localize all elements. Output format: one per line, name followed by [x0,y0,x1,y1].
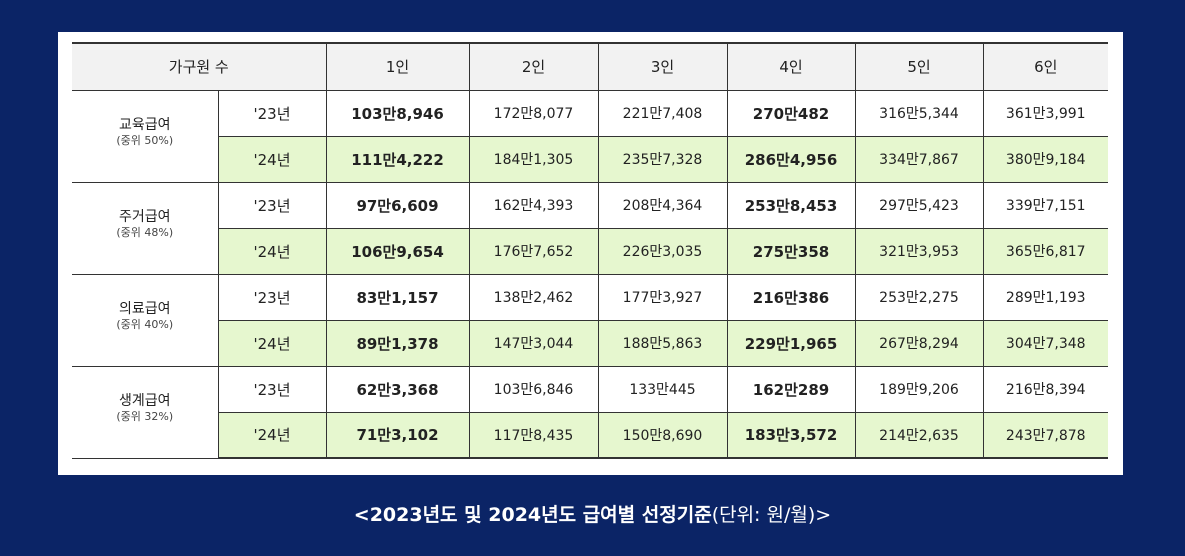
table-row: '24년 106만9,654 176만7,652 226만3,035 275만3… [72,227,1108,275]
year-cell: '23년 [217,273,327,321]
category-median: (중위 48%) [116,226,174,239]
value-cell: 267만8,294 [854,319,984,367]
value-cell: 243만7,878 [982,411,1108,459]
value-cell: 229만1,965 [726,319,856,367]
value-cell: 304만7,348 [982,319,1108,367]
value-cell: 226만3,035 [597,227,728,275]
value-cell: 150만8,690 [597,411,728,459]
value-cell: 138만2,462 [468,273,599,321]
header-6-person: 6인 [982,42,1108,91]
table-caption: <2023년도 및 2024년도 급여별 선정기준(단위: 원/월)> [0,500,1185,527]
value-cell: 188만5,863 [597,319,728,367]
value-cell: 147만3,044 [468,319,599,367]
criteria-table: 가구원 수 1인 2인 3인 4인 5인 6인 교육급여 (중위 50%) '2… [72,42,1108,459]
caption-unit: (단위: 원/월)> [711,504,832,526]
header-2-person: 2인 [468,42,599,91]
category-median: (중위 40%) [116,318,174,331]
value-cell: 221만7,408 [597,89,728,137]
value-cell: 216만8,394 [982,365,1108,413]
value-cell: 214만2,635 [854,411,984,459]
value-cell: 162만4,393 [468,181,599,229]
table-row: '24년 71만3,102 117만8,435 150만8,690 183만3,… [72,411,1108,459]
value-cell: 361만3,991 [982,89,1108,137]
category-name: 주거급여 [118,209,171,225]
value-cell: 172만8,077 [468,89,599,137]
value-cell: 321만3,953 [854,227,984,275]
value-cell: 177만3,927 [597,273,728,321]
category-median: (중위 32%) [116,410,174,423]
value-cell: 253만8,453 [726,181,856,229]
value-cell: 316만5,344 [854,89,984,137]
header-5-person: 5인 [854,42,984,91]
value-cell: 275만358 [726,227,856,275]
table-panel: 가구원 수 1인 2인 3인 4인 5인 6인 교육급여 (중위 50%) '2… [58,32,1123,475]
value-cell: 297만5,423 [854,181,984,229]
value-cell: 286만4,956 [726,135,856,183]
value-cell: 89만1,378 [325,319,470,367]
value-cell: 334만7,867 [854,135,984,183]
value-cell: 103만8,946 [325,89,470,137]
header-1-person: 1인 [325,42,470,91]
value-cell: 216만386 [726,273,856,321]
category-cell: 주거급여 (중위 48%) [72,181,219,275]
value-cell: 270만482 [726,89,856,137]
caption-title: <2023년도 및 2024년도 급여별 선정기준 [353,504,712,526]
year-cell: '23년 [217,89,327,137]
table-row: '24년 111만4,222 184만1,305 235만7,328 286만4… [72,135,1108,183]
year-cell: '23년 [217,365,327,413]
value-cell: 189만9,206 [854,365,984,413]
category-cell: 생계급여 (중위 32%) [72,365,219,459]
year-cell: '24년 [218,411,327,459]
value-cell: 83만1,157 [325,273,470,321]
value-cell: 71만3,102 [325,411,470,459]
value-cell: 289만1,193 [982,273,1108,321]
value-cell: 380만9,184 [982,135,1108,183]
category-name: 의료급여 [118,301,171,317]
value-cell: 176만7,652 [468,227,599,275]
year-cell: '24년 [218,319,327,367]
value-cell: 184만1,305 [468,135,599,183]
value-cell: 339만7,151 [982,181,1108,229]
year-cell: '24년 [218,227,327,275]
table-row: 교육급여 (중위 50%) '23년 103만8,946 172만8,077 2… [72,89,1108,183]
value-cell: 133만445 [597,365,728,413]
header-3-person: 3인 [597,42,728,91]
value-cell: 183만3,572 [726,411,856,459]
value-cell: 111만4,222 [325,135,470,183]
value-cell: 208만4,364 [597,181,728,229]
category-median: (중위 50%) [116,134,174,147]
value-cell: 162만289 [726,365,856,413]
table-row: 주거급여 (중위 48%) '23년 97만6,609 162만4,393 20… [72,181,1108,275]
category-cell: 의료급여 (중위 40%) [72,273,219,367]
table-row: 의료급여 (중위 40%) '23년 83만1,157 138만2,462 17… [72,273,1108,367]
value-cell: 106만9,654 [325,227,470,275]
table-row: '24년 89만1,378 147만3,044 188만5,863 229만1,… [72,319,1108,367]
header-row: 가구원 수 1인 2인 3인 4인 5인 6인 [72,42,1108,91]
header-4-person: 4인 [726,42,856,91]
value-cell: 97만6,609 [325,181,470,229]
value-cell: 365만6,817 [982,227,1108,275]
category-name: 생계급여 [118,393,171,409]
header-household-size: 가구원 수 [72,42,327,91]
value-cell: 235만7,328 [597,135,728,183]
value-cell: 103만6,846 [468,365,599,413]
year-cell: '24년 [218,135,327,183]
value-cell: 253만2,275 [854,273,984,321]
table-row: 생계급여 (중위 32%) '23년 62만3,368 103만6,846 13… [72,365,1108,459]
year-cell: '23년 [217,181,327,229]
category-cell: 교육급여 (중위 50%) [72,89,219,183]
category-name: 교육급여 [118,117,171,133]
value-cell: 117만8,435 [468,411,599,459]
value-cell: 62만3,368 [325,365,470,413]
